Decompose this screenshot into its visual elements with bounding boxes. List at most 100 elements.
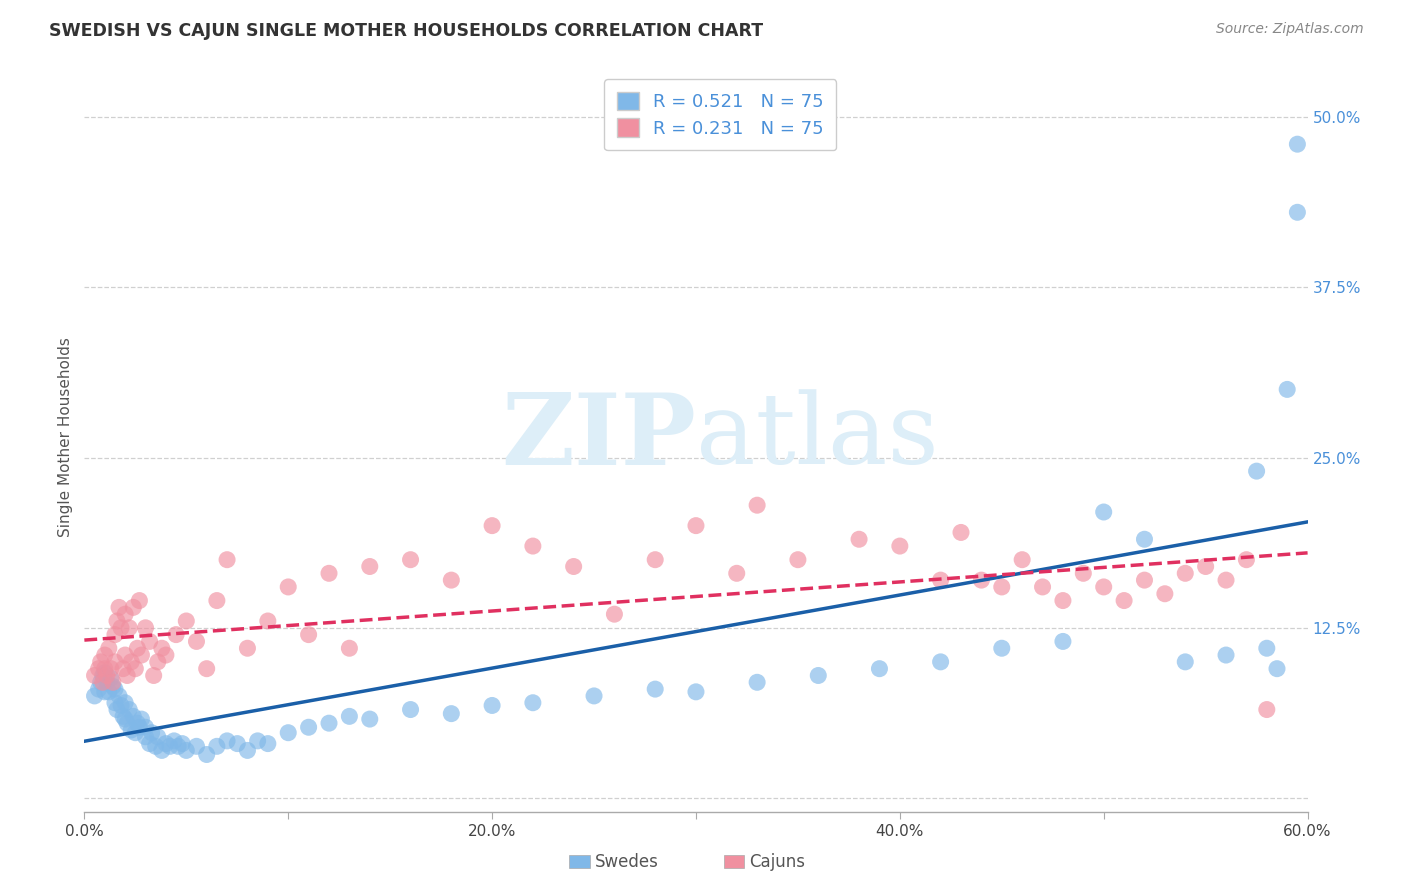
Point [226,737,249,751]
Point [115,716,138,731]
Point [138,737,160,751]
Point [339,709,361,723]
Point [440,573,463,587]
Text: Cajuns: Cajuns [749,853,806,871]
Point [131,648,153,662]
Point [1174,566,1197,581]
Point [96,675,118,690]
Point [104,655,127,669]
Point [318,566,340,581]
Y-axis label: Single Mother Households: Single Mother Households [58,337,73,537]
Point [115,668,138,682]
Text: Source: ZipAtlas.com: Source: ZipAtlas.com [1216,22,1364,37]
Point [127,641,149,656]
Point [195,747,218,762]
Point [217,734,239,748]
Point [90,675,112,690]
Point [298,627,321,641]
Point [1246,464,1268,478]
Point [950,525,973,540]
Point [1256,641,1278,656]
Point [146,655,169,669]
Point [1114,593,1136,607]
Point [172,737,194,751]
Point [236,641,259,656]
Point [108,689,131,703]
Point [522,539,544,553]
Point [1215,648,1237,662]
Point [246,734,269,748]
Point [747,675,769,690]
Point [1073,566,1095,581]
Point [165,627,187,641]
Point [101,675,124,690]
Point [127,716,149,731]
Point [359,559,381,574]
Point [138,634,160,648]
Point [93,648,115,662]
Point [87,662,110,676]
Point [124,725,146,739]
Point [339,641,361,656]
Point [90,655,112,669]
Point [991,580,1014,594]
Point [120,723,142,737]
Point [93,685,115,699]
Point [93,662,115,676]
Point [174,614,197,628]
Point [1256,702,1278,716]
Point [122,709,145,723]
Point [97,685,120,699]
Point [122,600,145,615]
Point [1174,655,1197,669]
Point [685,685,707,699]
Point [91,675,114,690]
Point [1286,205,1309,219]
Point [257,614,280,628]
Point [644,552,666,566]
Point [318,716,340,731]
Point [1092,580,1115,594]
Point [522,696,544,710]
Point [186,739,208,754]
Point [1154,587,1177,601]
Legend: R = 0.521   N = 75, R = 0.231   N = 75: R = 0.521 N = 75, R = 0.231 N = 75 [605,79,837,150]
Point [562,559,585,574]
Point [277,580,299,594]
Point [807,668,830,682]
Point [104,682,127,697]
Point [236,743,259,757]
Point [583,689,606,703]
Point [644,682,666,697]
Point [869,662,891,676]
Point [104,627,127,641]
Point [112,709,135,723]
Point [163,734,186,748]
Point [1133,573,1156,587]
Point [1032,580,1054,594]
Point [186,634,208,648]
Point [100,662,122,676]
Point [257,737,280,751]
Point [150,743,173,757]
Point [195,662,218,676]
Point [603,607,626,622]
Point [114,607,136,622]
Point [277,725,299,739]
Point [685,518,707,533]
Point [1265,662,1288,676]
Point [91,668,114,682]
Point [112,662,135,676]
Point [1092,505,1115,519]
Point [104,696,127,710]
Point [747,498,769,512]
Point [725,566,748,581]
Text: ZIP: ZIP [501,389,696,485]
Point [101,679,124,693]
Point [114,696,136,710]
Point [135,720,157,734]
Point [135,730,157,744]
Point [1277,383,1299,397]
Point [1011,552,1033,566]
Point [105,614,128,628]
